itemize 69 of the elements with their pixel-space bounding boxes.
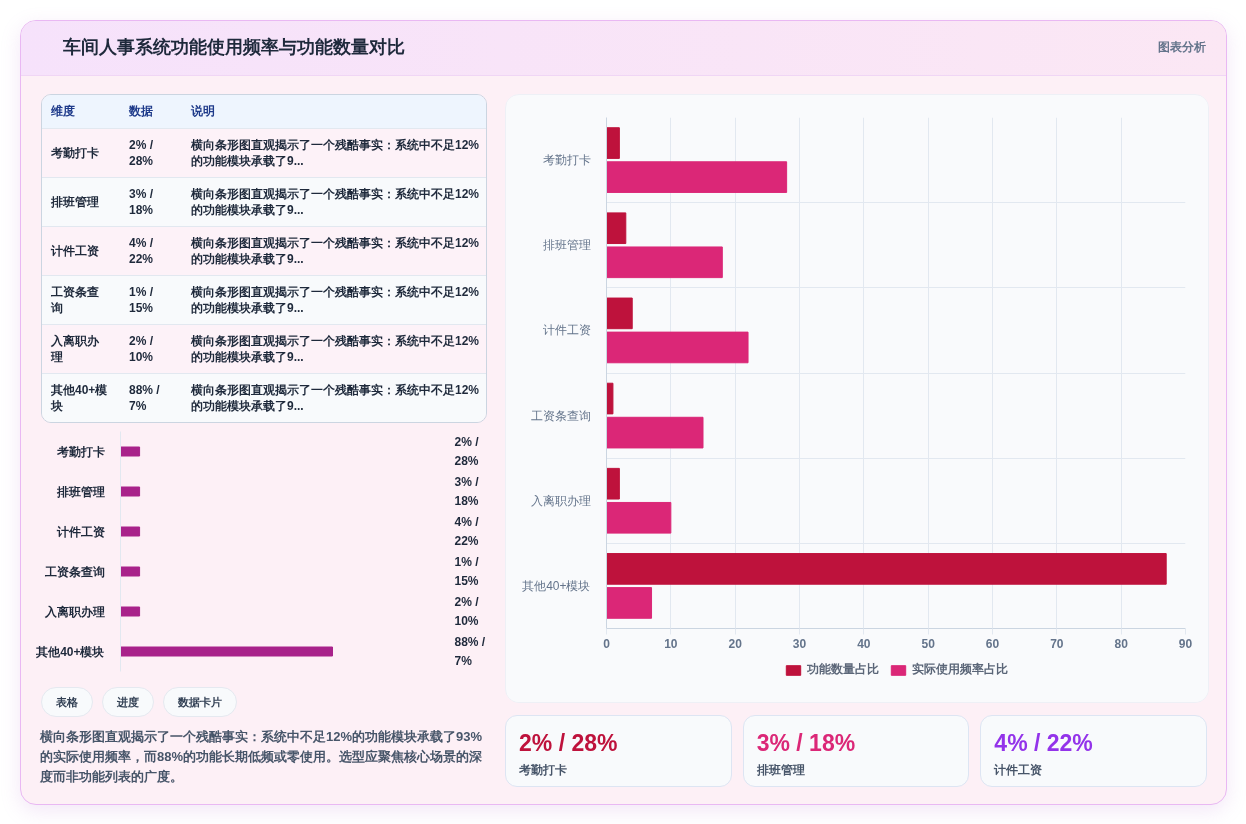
bar <box>606 553 1167 585</box>
x-tick-label: 50 <box>921 636 936 651</box>
text: 3% / 18% <box>129 186 154 217</box>
text: 2% / 10% <box>129 333 154 364</box>
text: 4% / 22% <box>454 515 480 548</box>
text: 1% / 15% <box>129 284 154 315</box>
text: 横向条形图直观揭示了一个残酷事实：系统中不足12%的功能模块承载了9... <box>191 137 480 168</box>
x-tick-label: 30 <box>792 636 807 651</box>
y-tick-label: 排班管理 <box>55 484 105 499</box>
category-label: 维度 <box>50 103 76 121</box>
category-label: 排班管理 <box>756 762 806 778</box>
text: 进度 <box>102 687 154 717</box>
category-label: 数据 <box>128 103 154 121</box>
text: 3% / 18% <box>454 475 480 508</box>
text: 横向条形图直观揭示了一个残酷事实：系统中不足12%的功能模块承载了9... <box>191 186 480 217</box>
text: 4% / 22% <box>129 235 154 266</box>
y-tick-label: 工资条查询 <box>530 408 591 423</box>
x-tick-label: 10 <box>664 636 678 651</box>
text: 横向条形图直观揭示了一个残酷事实：系统中不足12%的功能模块承载了93%的实际使用频率，而88%的功能长期低频或零使用。选型应聚焦核心场景的深度而非功能列表的广度。 <box>40 728 484 786</box>
y-tick-label: 计件工资 <box>542 323 591 338</box>
bar <box>606 331 749 364</box>
y-tick-label: 其他40+模块 <box>35 644 105 659</box>
text: 2% / 28% <box>129 137 154 168</box>
bar <box>606 382 614 415</box>
text: 车间人事系统功能使用频率与功能数量对比 <box>63 36 405 60</box>
y-tick-label: 入离职办理 <box>43 604 105 619</box>
category-label: 计件工资 <box>994 762 1044 778</box>
text: 1% / 15% <box>454 555 480 588</box>
text: 表格 <box>41 687 93 717</box>
category-label: 说明 <box>190 103 216 121</box>
text: 横向条形图直观揭示了一个残酷事实：系统中不足12%的功能模块承载了9... <box>191 284 480 315</box>
x-tick-label: 80 <box>1114 636 1129 651</box>
text: 2% / 28% <box>519 730 618 756</box>
text: 2% / 28% <box>454 435 480 468</box>
text: 横向条形图直观揭示了一个残酷事实：系统中不足12%的功能模块承载了9... <box>191 382 480 413</box>
y-tick-label: 入离职办理 <box>530 493 591 508</box>
bar <box>606 246 723 279</box>
y-tick-label: 计件工资 <box>55 524 105 539</box>
text: 88% / 7% <box>454 635 486 668</box>
text: 2% / 10% <box>454 595 480 628</box>
bar <box>606 161 788 193</box>
bar <box>606 297 633 330</box>
bar <box>606 587 653 619</box>
bar <box>606 127 620 159</box>
text: 横向条形图直观揭示了一个残酷事实：系统中不足12%的功能模块承载了9... <box>191 235 480 266</box>
bar <box>606 212 627 245</box>
category-label: 考勤打卡 <box>519 762 568 778</box>
y-tick-label: 考勤打卡 <box>55 444 105 459</box>
x-tick-label: 70 <box>1050 636 1064 651</box>
bar <box>606 416 704 449</box>
legend-label: 实际使用频率占比 <box>911 661 1008 678</box>
x-tick-label: 0 <box>603 636 611 651</box>
text: 横向条形图直观揭示了一个残酷事实：系统中不足12%的功能模块承载了9... <box>191 333 480 364</box>
x-tick-label: 20 <box>728 636 743 651</box>
text: 4% / 22% <box>994 730 1093 756</box>
bar <box>606 467 620 500</box>
x-tick-label: 40 <box>857 636 871 651</box>
bar <box>606 501 672 534</box>
y-tick-label: 排班管理 <box>542 238 591 253</box>
text: 88% / 7% <box>129 382 160 413</box>
x-tick-label: 60 <box>985 636 1000 651</box>
y-tick-label: 工资条查询 <box>43 564 105 579</box>
text: 3% / 18% <box>756 730 856 756</box>
y-tick-label: 考勤打卡 <box>542 153 591 168</box>
text: 图表分析 <box>1158 39 1206 57</box>
text: 数据卡片 <box>163 687 237 717</box>
y-tick-label: 其他40+模块 <box>522 578 591 593</box>
x-tick-label: 90 <box>1178 636 1193 651</box>
legend-label: 功能数量占比 <box>806 661 879 678</box>
